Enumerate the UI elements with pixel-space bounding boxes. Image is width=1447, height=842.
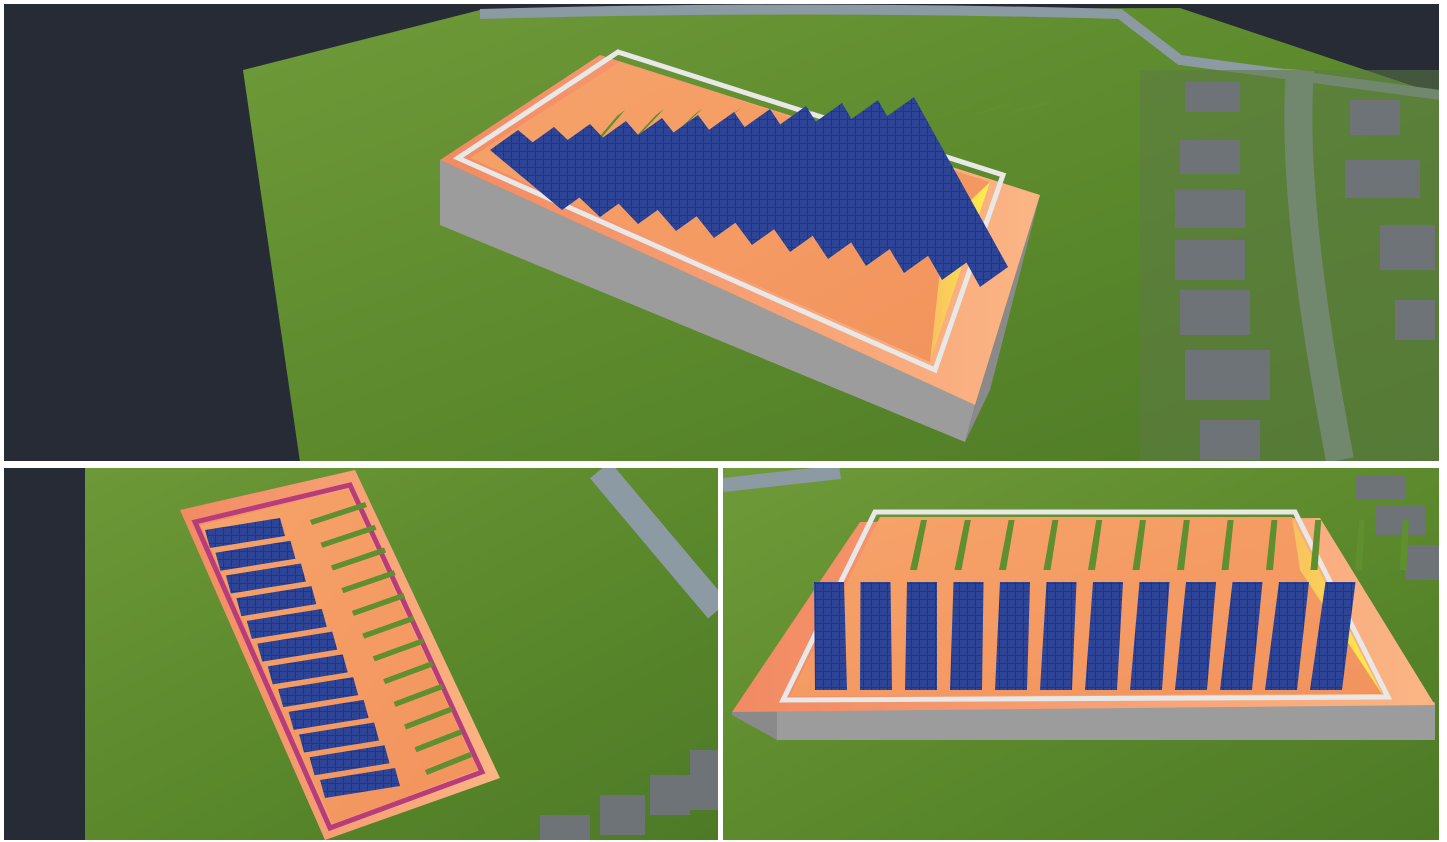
planter-row — [954, 520, 971, 570]
planter-row — [362, 615, 415, 639]
planter-row — [372, 638, 425, 662]
solar-panel-row — [205, 518, 285, 548]
solar-panel-row — [215, 540, 296, 571]
planter-row — [1177, 520, 1190, 570]
solar-panel-row — [288, 699, 369, 730]
planter-row — [1088, 520, 1103, 570]
plan-view — [4, 468, 718, 840]
planter-row — [1008, 99, 1054, 115]
solar-panel-row — [1220, 582, 1263, 690]
solar-panel-row — [950, 582, 984, 690]
planter-row — [351, 592, 406, 616]
planter-row — [1221, 520, 1234, 570]
parapet — [452, 49, 1007, 374]
planter-row — [425, 752, 472, 775]
planter-row — [1355, 520, 1365, 570]
solar-panel-row — [299, 722, 380, 753]
solar-panel-row — [742, 109, 856, 259]
planter-row — [932, 101, 976, 121]
solar-panel-row — [860, 582, 892, 690]
houses — [1355, 475, 1439, 580]
planter-row — [1043, 520, 1059, 570]
solar-panel-row — [309, 745, 390, 776]
solar-panel-row — [778, 106, 894, 266]
solar-panel-row — [1265, 582, 1309, 690]
planter-row — [1310, 520, 1322, 570]
solar-panel-row — [634, 118, 742, 238]
solar-panel-row — [706, 112, 818, 252]
houses — [540, 750, 718, 840]
planter-row — [1399, 520, 1409, 570]
panel-rows — [205, 502, 472, 798]
solar-panel-row — [562, 124, 666, 224]
solar-panel-row — [267, 654, 348, 685]
solar-panel-row — [598, 121, 704, 231]
solar-panel-row — [850, 100, 970, 280]
planter-row — [1266, 520, 1278, 570]
solar-panel-row — [814, 582, 847, 690]
panel-rows — [814, 520, 1409, 690]
parapet — [191, 482, 486, 832]
building-wall — [777, 702, 1435, 740]
planter-row — [383, 661, 434, 685]
solar-panel-row — [236, 586, 317, 617]
solar-panel-row — [526, 127, 628, 217]
solar-panel-row — [320, 768, 400, 798]
background — [4, 468, 85, 840]
solar-panel-row — [814, 103, 932, 273]
front-view — [723, 468, 1439, 840]
solar-panel-row — [905, 582, 937, 690]
solar-panel-row — [995, 582, 1030, 690]
planter-row — [414, 729, 463, 753]
houses — [1175, 82, 1435, 460]
planter-row — [393, 683, 444, 707]
solar-panel-row — [490, 130, 590, 210]
planter-row — [341, 570, 396, 594]
parapet — [778, 509, 1393, 703]
building-wall — [965, 195, 1040, 442]
planter-row — [1132, 520, 1146, 570]
solar-panel-row — [1085, 582, 1123, 690]
solar-panel-row — [1175, 582, 1216, 690]
planter-row — [970, 100, 1015, 118]
building-wall — [440, 160, 975, 442]
planter-row — [310, 502, 367, 525]
solar-panel-row — [1040, 582, 1077, 690]
solar-panel-row — [886, 97, 1008, 287]
solar-panel-row — [1310, 582, 1356, 690]
planter-row — [320, 524, 377, 548]
road — [479, 4, 1439, 100]
road — [723, 468, 841, 492]
road — [590, 468, 718, 619]
planter-row — [404, 706, 453, 730]
planter-row — [999, 520, 1015, 570]
panel-rows — [490, 97, 1054, 287]
solar-panel-row — [278, 677, 359, 708]
solar-panel-row — [246, 608, 327, 639]
solar-panel-row — [670, 115, 780, 245]
solar-panel-row — [257, 631, 338, 662]
planter-row — [330, 547, 387, 571]
solar-panel-row — [225, 563, 306, 594]
top-view — [4, 4, 1439, 461]
solar-panel-row — [1130, 582, 1170, 690]
planter-row — [910, 520, 927, 570]
